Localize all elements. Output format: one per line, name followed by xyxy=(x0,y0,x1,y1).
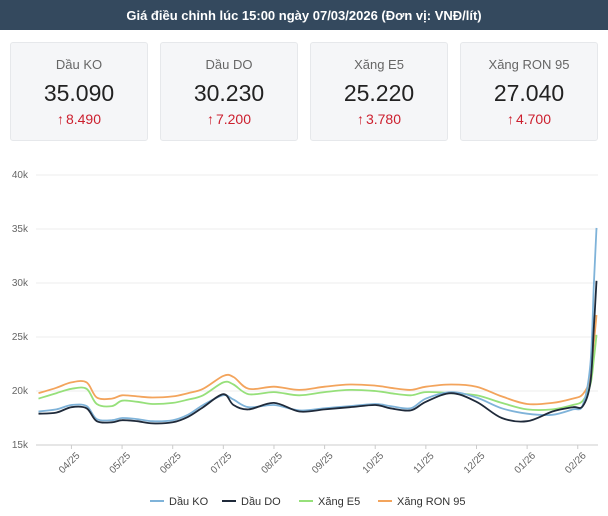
up-arrow-icon: ↑ xyxy=(206,111,214,127)
card-change: ↑ 3.780 xyxy=(311,111,447,127)
card-price: 30.230 xyxy=(193,80,265,106)
x-tick-label: 08/25 xyxy=(259,450,285,476)
card-price: 25.220 xyxy=(343,80,415,106)
card-change: ↑ 8.490 xyxy=(11,111,147,127)
series-line-3 xyxy=(38,334,598,411)
y-tick-label: 35k xyxy=(12,224,29,235)
card-change-value: 3.780 xyxy=(365,111,402,127)
series-line-2 xyxy=(38,280,598,425)
card-change: ↑ 4.700 xyxy=(461,111,597,127)
legend-label: Xăng E5 xyxy=(318,496,360,508)
page-header: Giá điều chỉnh lúc 15:00 ngày 07/03/2026… xyxy=(0,0,608,30)
series-line-1 xyxy=(38,227,598,423)
card-price: 35.090 xyxy=(43,80,115,106)
card-fuel-name: Dầu DO xyxy=(205,57,253,72)
card-change: ↑ 7.200 xyxy=(161,111,297,127)
y-tick-label: 15k xyxy=(12,440,29,451)
card-fuel-name: Xăng E5 xyxy=(354,57,404,72)
x-tick-label: 12/25 xyxy=(462,450,488,476)
price-card-dau-ko[interactable]: Dầu KO 35.090 ↑ 8.490 xyxy=(10,42,148,141)
card-change-value: 7.200 xyxy=(215,111,252,127)
up-arrow-icon: ↑ xyxy=(356,111,364,127)
x-tick-label: 06/25 xyxy=(158,450,184,476)
x-tick-label: 09/25 xyxy=(310,450,336,476)
up-arrow-icon: ↑ xyxy=(56,111,64,127)
card-change-value: 4.700 xyxy=(515,111,552,127)
x-tick-label: 01/26 xyxy=(513,450,539,476)
y-tick-label: 25k xyxy=(12,332,29,343)
x-tick-label: 05/25 xyxy=(108,450,134,476)
card-change-value: 8.490 xyxy=(65,111,102,127)
up-arrow-icon: ↑ xyxy=(506,111,514,127)
price-card-xang-e5[interactable]: Xăng E5 25.220 ↑ 3.780 xyxy=(310,42,448,141)
x-tick-label: 07/25 xyxy=(209,450,235,476)
card-fuel-name: Dầu KO xyxy=(55,57,103,72)
y-tick-label: 20k xyxy=(12,386,29,397)
y-tick-label: 30k xyxy=(12,278,29,289)
y-tick-label: 40k xyxy=(12,170,29,181)
x-tick-label: 10/25 xyxy=(361,450,387,476)
x-tick-label: 02/26 xyxy=(563,450,589,476)
legend-label: Dầu DO xyxy=(241,496,281,508)
card-fuel-name: Xăng RON 95 xyxy=(488,57,570,72)
price-card-xang-ron95[interactable]: Xăng RON 95 27.040 ↑ 4.700 xyxy=(460,42,598,141)
header-title: Giá điều chỉnh lúc 15:00 ngày 07/03/2026… xyxy=(126,7,482,23)
x-tick-label: 04/25 xyxy=(57,450,83,476)
price-cards: Dầu KO 35.090 ↑ 8.490 Dầu DO 30.230 ↑ 7.20… xyxy=(10,42,598,142)
legend-label: Dầu KO xyxy=(169,496,209,508)
series-line-4 xyxy=(38,314,598,406)
x-tick-label: 11/25 xyxy=(412,450,437,475)
card-price: 27.040 xyxy=(493,80,565,106)
price-card-dau-do[interactable]: Dầu DO 30.230 ↑ 7.200 xyxy=(160,42,298,141)
legend-label: Xăng RON 95 xyxy=(397,496,465,508)
